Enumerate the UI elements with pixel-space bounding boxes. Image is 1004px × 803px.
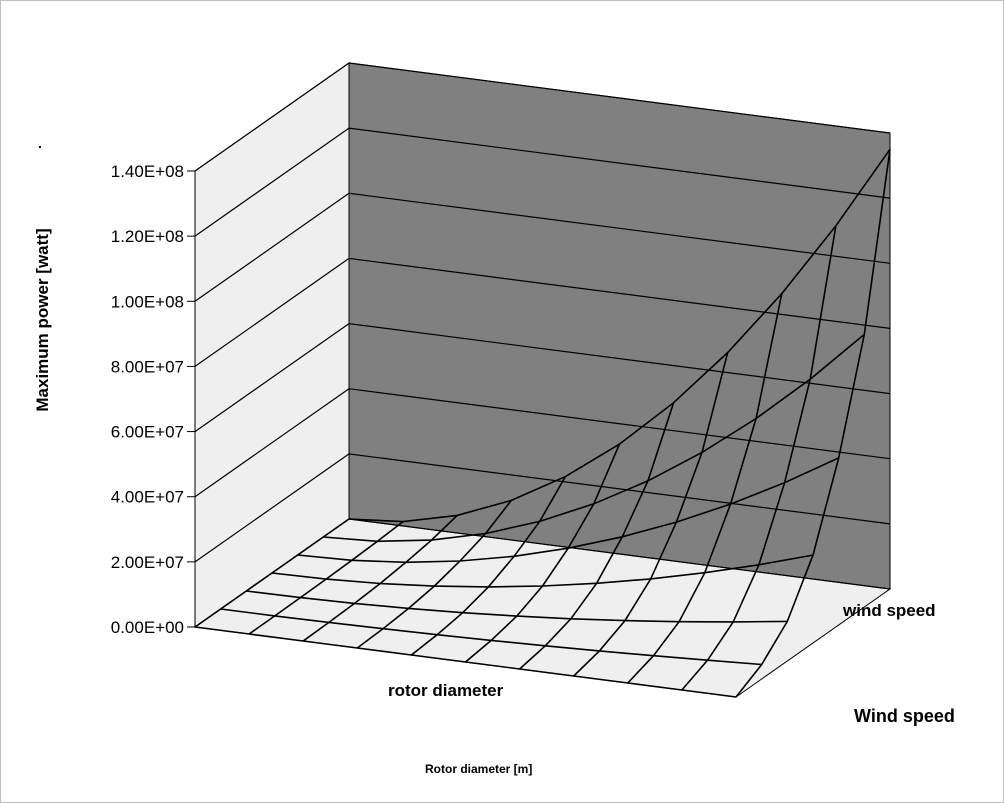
surface-line-diameter — [194, 518, 350, 628]
y-tick-label: 1.00E+08 — [111, 292, 184, 311]
gridline — [194, 388, 891, 498]
y-tick-label: 8.00E+07 — [111, 357, 184, 376]
surface-line-diameter — [356, 499, 512, 649]
surface-line-diameter — [735, 149, 891, 698]
surface-line-diameter — [627, 293, 783, 684]
x-axis-title: rotor diameter — [388, 681, 504, 700]
y-tick-label: 1.40E+08 — [111, 162, 184, 181]
y-tick-label: 1.20E+08 — [111, 227, 184, 246]
depth-axis-caption: Wind speed — [854, 706, 955, 726]
surface-line-diameter — [681, 225, 837, 691]
y-tick-label: 0.00E+00 — [111, 618, 184, 637]
x-axis-caption: Rotor diameter [m] — [425, 762, 533, 776]
gridline — [194, 257, 891, 367]
depth-axis-title: wind speed — [843, 601, 936, 620]
surface-line-diameter — [573, 352, 729, 677]
y-tick-label: 4.00E+07 — [111, 488, 184, 507]
surface-line-diameter — [302, 514, 458, 642]
gridline — [194, 127, 891, 237]
surface-line-diameter — [410, 476, 567, 656]
gridline — [194, 192, 891, 302]
back-wall — [348, 62, 891, 590]
surface-line-diameter — [519, 402, 675, 670]
gridline — [194, 62, 891, 172]
y-tick-label: 6.00E+07 — [111, 423, 184, 442]
stray-mark: . — [38, 135, 42, 151]
gridline — [194, 453, 891, 563]
surface-line-diameter — [464, 443, 621, 663]
surface-line-diameter — [248, 520, 404, 635]
y-axis-title: Maximum power [watt] — [33, 228, 52, 412]
y-tick-label: 2.00E+07 — [111, 553, 184, 572]
